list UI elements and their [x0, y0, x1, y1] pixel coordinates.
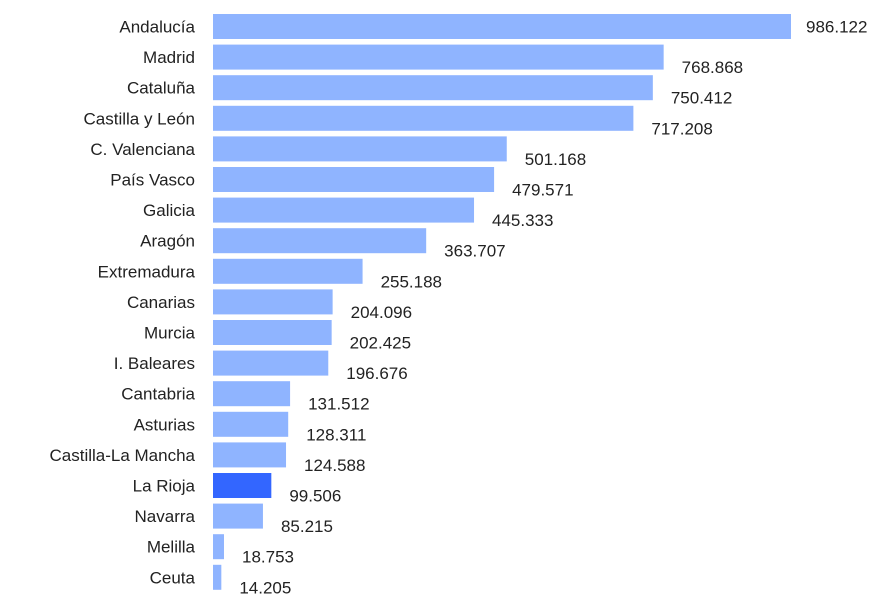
bars	[213, 14, 791, 590]
value-labels: 986.122 768.868 750.412 717.208 501.168 479.5…	[239, 18, 867, 597]
category-label: País Vasco	[110, 171, 195, 190]
category-label: Canarias	[127, 293, 195, 312]
category-label: I. Baleares	[114, 354, 195, 373]
bar	[213, 228, 427, 254]
bar	[213, 503, 263, 529]
category-label: Castilla y León	[83, 109, 195, 128]
value-label: 204.096	[351, 303, 412, 322]
bar	[213, 44, 664, 70]
value-label: 196.676	[346, 364, 407, 383]
bar	[213, 320, 332, 345]
value-label: 202.425	[350, 334, 411, 353]
value-label: 131.512	[308, 395, 369, 414]
value-label: 99.506	[289, 487, 341, 506]
value-label: 768.868	[682, 58, 743, 77]
category-label: Extremadura	[98, 262, 196, 281]
value-label: 501.168	[525, 150, 586, 169]
value-label: 363.707	[444, 242, 505, 261]
bar	[213, 197, 475, 223]
category-label: Andalucía	[119, 18, 195, 37]
bar-highlighted	[213, 473, 272, 498]
bar	[213, 105, 634, 131]
bar	[213, 136, 507, 162]
category-label: Ceuta	[150, 568, 196, 587]
category-label: Galicia	[143, 201, 196, 220]
category-label: C. Valenciana	[90, 140, 195, 159]
bar	[213, 350, 329, 376]
category-label: La Rioja	[133, 477, 196, 496]
bar	[213, 167, 495, 192]
bar	[213, 534, 224, 560]
value-label: 986.122	[806, 18, 867, 37]
value-label: 479.571	[512, 181, 573, 200]
bar	[213, 14, 791, 39]
category-label: Asturias	[134, 415, 195, 434]
value-label: 717.208	[651, 119, 712, 138]
value-label: 14.205	[239, 578, 291, 597]
value-label: 124.588	[304, 456, 365, 475]
value-label: 128.311	[306, 425, 366, 444]
bar	[213, 381, 291, 407]
category-label: Melilla	[147, 538, 196, 557]
value-label: 18.753	[242, 548, 294, 567]
category-label: Castilla-La Mancha	[49, 446, 195, 465]
category-label: Aragón	[140, 232, 195, 251]
bar	[213, 75, 653, 101]
value-label: 445.333	[492, 211, 553, 230]
bar	[213, 411, 289, 437]
bar	[213, 289, 333, 315]
value-label: 255.188	[381, 272, 442, 291]
category-label: Cantabria	[121, 385, 195, 404]
bar	[213, 564, 222, 590]
value-label: 85.215	[281, 517, 333, 536]
category-label: Murcia	[144, 324, 196, 343]
category-label: Navarra	[135, 507, 196, 526]
bar	[213, 258, 363, 284]
value-label: 750.412	[671, 89, 732, 108]
bar	[213, 442, 287, 468]
category-labels: Andalucía Madrid Cataluña Castilla y León C.…	[49, 18, 195, 588]
category-label: Madrid	[143, 48, 195, 67]
category-label: Cataluña	[127, 79, 196, 98]
